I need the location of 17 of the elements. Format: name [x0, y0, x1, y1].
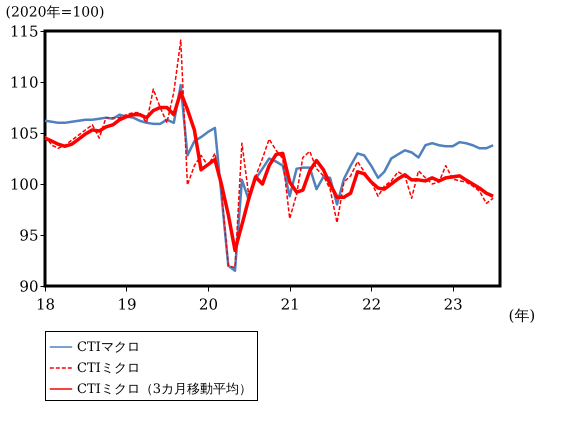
- y-tick-label: 90: [19, 278, 38, 296]
- y-tick-label: 95: [19, 226, 38, 244]
- y-tick-label: 100: [10, 176, 38, 194]
- y-tick-label: 115: [10, 22, 38, 40]
- legend-label: CTIミクロ（3カ月移動平均）: [77, 382, 252, 397]
- legend-label: CTIマクロ: [77, 340, 140, 355]
- x-tick-label: 21: [280, 296, 300, 314]
- x-tick-label: 18: [36, 296, 56, 314]
- x-tick-label: 20: [198, 296, 218, 314]
- legend-label: CTIミクロ: [77, 361, 140, 376]
- x-tick-label: 23: [444, 296, 463, 314]
- y-axis-title: (2020年=100): [6, 4, 105, 20]
- y-tick-label: 110: [10, 74, 38, 92]
- y-tick-label: 105: [10, 124, 38, 142]
- x-tick-label: 19: [117, 296, 137, 314]
- x-axis-title: (年): [508, 306, 536, 324]
- x-tick-label: 22: [362, 296, 382, 314]
